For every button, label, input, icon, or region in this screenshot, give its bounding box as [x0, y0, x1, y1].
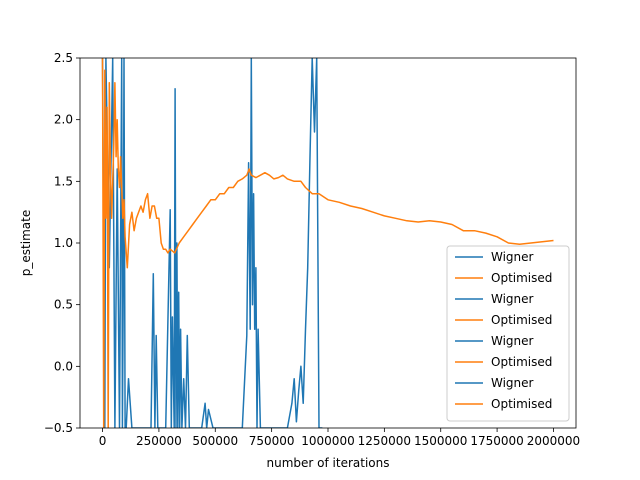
y-axis: −0.5 0.0 0.5 1.0 1.5 2.0 2.5	[44, 51, 80, 435]
series-line-optimised	[101, 58, 554, 428]
y-tick-label: 2.5	[54, 51, 73, 65]
legend-entry: Optimised	[491, 271, 552, 285]
x-tick-label: 1250000	[358, 434, 411, 448]
x-tick-label: 250000	[136, 434, 182, 448]
legend-entry: Optimised	[491, 397, 552, 411]
y-axis-label: p_estimate	[19, 210, 33, 276]
y-tick-label: 2.0	[54, 113, 73, 127]
series-layer	[101, 58, 554, 428]
x-tick-label: 500000	[192, 434, 238, 448]
y-tick-label: 1.5	[54, 174, 73, 188]
x-tick-label: 1750000	[470, 434, 523, 448]
legend-entry: Optimised	[491, 313, 552, 327]
legend: Wigner Optimised Wigner Optimised Wigner Opti…	[446, 245, 570, 422]
legend-entry: Optimised	[491, 355, 552, 369]
series-line-wigner	[101, 58, 323, 428]
y-tick-label: 1.0	[54, 236, 73, 250]
legend-entry: Wigner	[491, 250, 534, 264]
x-tick-label: 1500000	[414, 434, 467, 448]
legend-entry: Wigner	[491, 376, 534, 390]
x-tick-label: 750000	[249, 434, 295, 448]
x-tick-label: 0	[99, 434, 107, 448]
x-axis: 0 250000 500000 750000 1000000 1250000 1500000…	[99, 428, 580, 448]
y-tick-label: 0.0	[54, 359, 73, 373]
x-tick-label: 2000000	[527, 434, 580, 448]
legend-box	[446, 245, 570, 422]
y-tick-label: −0.5	[44, 421, 73, 435]
x-tick-label: 1000000	[301, 434, 354, 448]
legend-entry: Wigner	[491, 292, 534, 306]
x-axis-label: number of iterations	[267, 456, 390, 470]
y-tick-label: 0.5	[54, 298, 73, 312]
legend-entry: Wigner	[491, 334, 534, 348]
